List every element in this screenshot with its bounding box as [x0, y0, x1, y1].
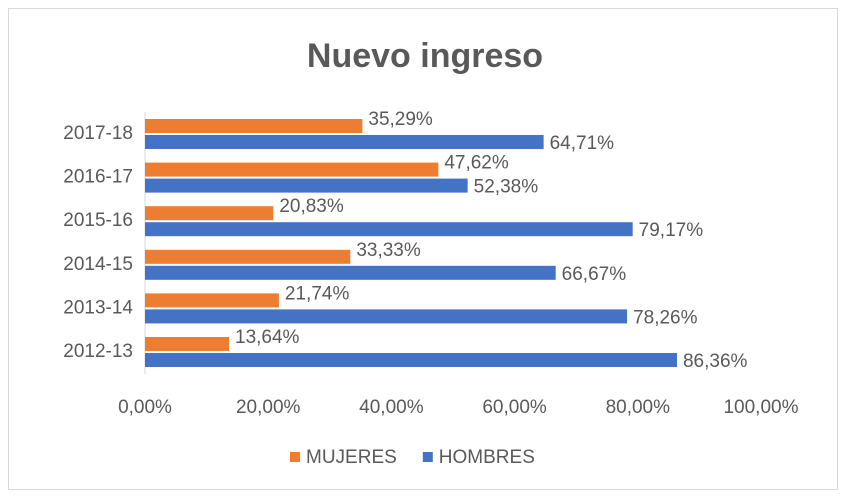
y-tick-label: 2017-18: [63, 123, 133, 144]
y-tick-label: 2016-17: [63, 167, 133, 188]
bar: [145, 309, 628, 324]
bar: [145, 265, 556, 280]
data-label: 66,67%: [562, 264, 627, 285]
legend-label: MUJERES: [306, 447, 397, 468]
legend-swatch: [422, 452, 433, 462]
bar: [145, 293, 279, 308]
x-tick-label: 100,00%: [723, 397, 798, 418]
data-label: 35,29%: [368, 109, 433, 130]
data-label: 20,83%: [279, 196, 344, 217]
bar: [145, 337, 230, 351]
x-tick-label: 0,00%: [118, 397, 172, 418]
chart-title: Nuevo ingreso: [307, 37, 543, 75]
bar: [145, 135, 544, 149]
data-label: 78,26%: [633, 307, 698, 328]
legend-label: HOMBRES: [439, 447, 535, 468]
bar: [145, 353, 677, 367]
data-label: 33,33%: [356, 240, 421, 261]
data-label: 21,74%: [285, 283, 350, 304]
bar: [145, 119, 363, 133]
data-label: 79,17%: [639, 220, 704, 241]
data-label: 13,64%: [235, 327, 300, 348]
data-label: 52,38%: [474, 177, 539, 198]
x-tick-label: 80,00%: [606, 397, 671, 418]
chart-border: [8, 8, 838, 490]
x-tick-label: 20,00%: [236, 397, 301, 418]
data-label: 64,71%: [550, 133, 615, 154]
bar: [145, 178, 468, 193]
data-label: 47,62%: [444, 153, 509, 174]
y-tick-label: 2013-14: [63, 297, 133, 318]
x-tick-label: 40,00%: [359, 397, 424, 418]
y-tick-label: 2012-13: [63, 341, 133, 362]
bar: [145, 162, 439, 177]
bar: [145, 249, 351, 264]
legend-swatch: [290, 452, 300, 462]
x-tick-label: 60,00%: [482, 397, 547, 418]
y-tick-label: 2015-16: [63, 210, 133, 231]
data-label: 86,36%: [683, 351, 748, 372]
bar: [145, 206, 274, 221]
y-tick-label: 2014-15: [63, 254, 133, 275]
bar: [145, 222, 633, 237]
